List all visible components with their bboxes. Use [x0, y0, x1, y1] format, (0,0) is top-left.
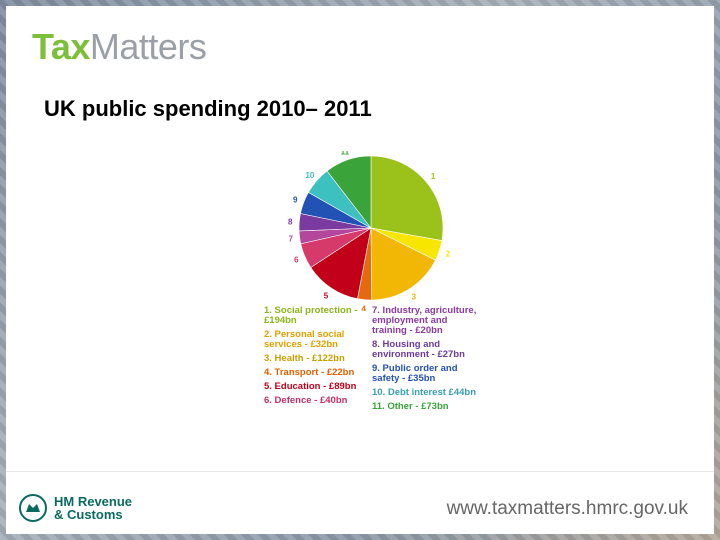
pie-label-2: 2	[446, 249, 451, 258]
footer	[6, 471, 714, 534]
pie-label-10: 10	[305, 171, 314, 180]
slide: TaxMatters UK public spending 2010– 2011…	[6, 6, 714, 534]
legend-column-right: 7. Industry, agriculture, employment and…	[372, 306, 477, 416]
pie-slice-11	[326, 155, 372, 229]
logo-matters: Matters	[89, 26, 207, 67]
legend-item: 3. Health - £122bn	[264, 353, 345, 364]
legend-column-left: 1. Social protection - £194bn 2. Personal…	[264, 306, 369, 410]
pie-label-1: 1	[431, 172, 436, 181]
legend-item: 11. Other - £73bn	[372, 401, 449, 412]
spending-pie-chart: 1 2 3 4 5 6 7 8 9 10 11	[288, 151, 451, 311]
crest-icon	[19, 494, 47, 522]
hmrc-logo: HM Revenue & Customs	[18, 493, 132, 523]
footer-url: www.taxmatters.hmrc.gov.uk	[446, 498, 688, 519]
hmrc-line-2: & Customs	[54, 507, 123, 522]
legend-item: 1. Social protection - £194bn	[264, 305, 358, 326]
legend-item: 5. Education - £89bn	[264, 381, 357, 392]
pie-label-9: 9	[293, 195, 298, 204]
legend-item: 2. Personal social services - £32bn	[264, 329, 345, 350]
pie-label-3: 3	[412, 293, 417, 302]
legend-item: 8. Housing and environment - £27bn	[372, 339, 465, 360]
tax-matters-logo: TaxMatters	[32, 26, 207, 68]
pie-label-7: 7	[288, 235, 293, 244]
hmrc-line-1: HM Revenue	[54, 494, 133, 509]
pie-label-6: 6	[294, 256, 299, 265]
legend-item: 4. Transport - £22bn	[264, 367, 355, 378]
pie-slice-1	[370, 155, 444, 241]
hmrc-wordmark: HM Revenue & Customs	[54, 495, 132, 521]
legend-item: 10. Debt interest £44bn	[372, 387, 477, 398]
slide-title: UK public spending 2010– 2011	[44, 96, 372, 121]
pie-label-11: 11	[341, 151, 350, 156]
legend-item: 7. Industry, agriculture, employment and…	[372, 305, 477, 336]
legend-item: 6. Defence - £40bn	[264, 395, 348, 406]
pie-slice-3	[370, 227, 436, 301]
legend-item: 9. Public order and safety - £35bn	[372, 363, 458, 384]
pie-label-8: 8	[288, 217, 293, 226]
pie-slice-5	[310, 227, 372, 300]
logo-tax: Tax	[32, 26, 90, 67]
pie-label-5: 5	[324, 291, 329, 300]
pie-label-4: 4	[361, 305, 366, 311]
